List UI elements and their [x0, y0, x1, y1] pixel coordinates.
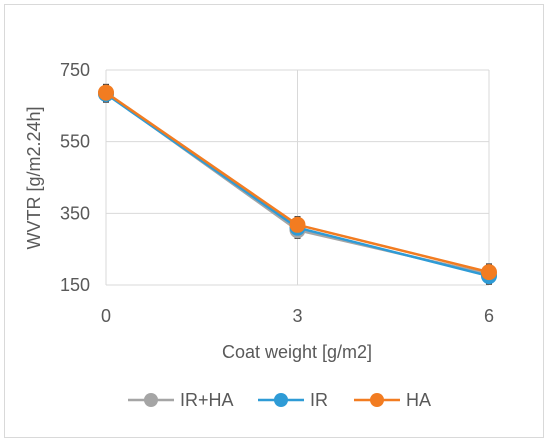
- series-layer: [98, 83, 497, 285]
- legend-marker: [370, 393, 384, 407]
- y-tick-label: 550: [60, 132, 90, 152]
- legend-item: HA: [354, 390, 431, 410]
- grid-lines: [105, 69, 490, 286]
- data-point: [481, 264, 497, 281]
- data-point: [289, 216, 306, 233]
- legend-marker: [144, 393, 158, 407]
- x-tick-label: 3: [292, 306, 302, 326]
- y-tick-label: 350: [60, 203, 90, 223]
- data-point: [98, 84, 114, 101]
- x-tick-label: 6: [484, 306, 494, 326]
- legend-item: IR+HA: [128, 390, 234, 410]
- legend-label: IR+HA: [180, 390, 234, 410]
- y-tick-label: 150: [60, 275, 90, 295]
- x-axis-title: Coat weight [g/m2]: [222, 342, 372, 362]
- x-axis-ticks: 0 3 6: [101, 306, 494, 326]
- legend: IR+HA IR HA: [128, 390, 431, 410]
- legend-marker: [274, 393, 288, 407]
- y-tick-label: 750: [60, 60, 90, 80]
- chart-frame: [4, 4, 544, 438]
- legend-item: IR: [258, 390, 328, 410]
- x-tick-label: 0: [101, 306, 111, 326]
- legend-label: HA: [406, 390, 431, 410]
- y-axis-title: WVTR [g/m2.24h]: [24, 106, 44, 249]
- y-axis-ticks: 150 350 550 750: [60, 60, 90, 295]
- legend-label: IR: [310, 390, 328, 410]
